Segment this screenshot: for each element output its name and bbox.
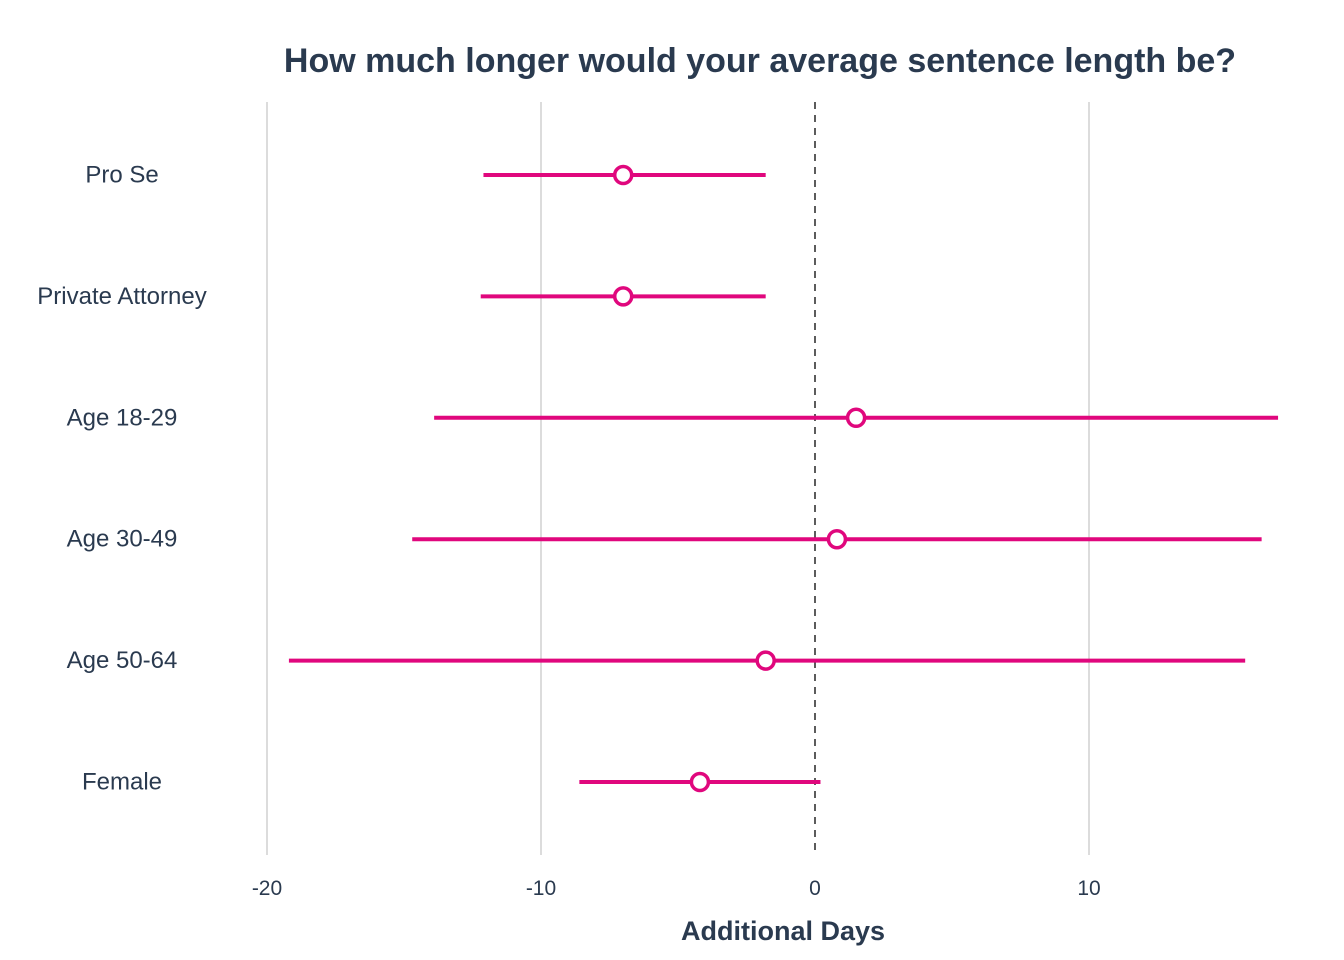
y-category-label: Age 50-64: [67, 647, 178, 674]
point-estimate: [612, 164, 634, 186]
point-estimate: [826, 528, 848, 550]
x-axis-ticks: -20 -10 0 10: [252, 877, 1101, 900]
y-category-label: Private Attorney: [37, 283, 206, 310]
y-category-label: Age 18-29: [67, 404, 178, 431]
x-tick-label: -20: [252, 877, 282, 900]
confidence-intervals: [288, 173, 1279, 784]
y-axis-labels: Pro Se Private Attorney Age 18-29 Age 30-49…: [37, 162, 206, 796]
point-estimate: [689, 771, 711, 793]
point-estimates: [612, 164, 867, 793]
y-category-label: Female: [82, 769, 162, 796]
gridlines: [266, 102, 1090, 855]
x-tick-label: 0: [809, 877, 821, 900]
point-estimate: [845, 407, 867, 429]
y-category-label: Pro Se: [85, 162, 158, 189]
x-tick-label: 10: [1077, 877, 1100, 900]
x-axis-title: Additional Days: [681, 916, 885, 946]
y-category-label: Age 30-49: [67, 526, 178, 553]
point-estimate: [755, 650, 776, 671]
chart-title: How much longer would your average sente…: [284, 42, 1236, 80]
x-tick-label: -10: [526, 877, 556, 900]
point-estimate: [612, 286, 634, 307]
